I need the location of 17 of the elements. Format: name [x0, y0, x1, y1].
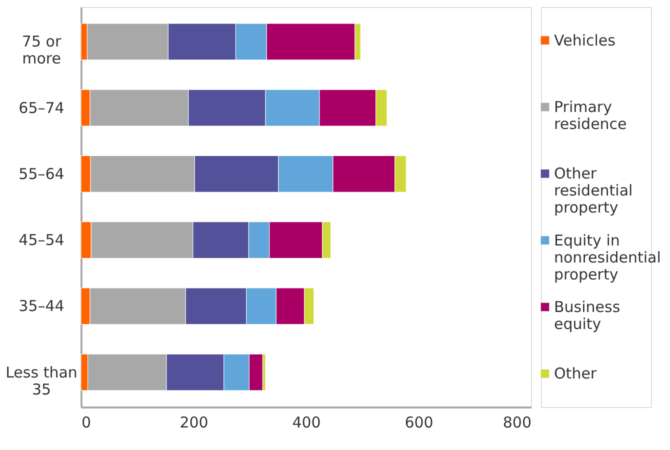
y-tick-label: 75 or more	[22, 32, 62, 68]
x-tick-label: 600	[404, 414, 434, 432]
legend-label: Primary residence	[554, 98, 627, 133]
x-tick-label: 400	[292, 414, 321, 432]
x-tick-label: 200	[180, 414, 208, 432]
y-tick-label: 35–44	[18, 297, 64, 316]
legend-label: Equity in nonresidential property	[554, 231, 661, 284]
y-tick-label: 55–64	[18, 164, 64, 183]
legend-label: Other residential property	[554, 164, 633, 217]
legend-label: Business equity	[554, 298, 620, 333]
x-tick-label: 800	[502, 414, 532, 432]
y-tick-label: 65–74	[18, 98, 64, 117]
legend-label: Other	[554, 364, 598, 383]
y-tick-label: 45–54	[18, 231, 64, 250]
legend-label: Vehicles	[554, 31, 616, 50]
y-tick-label: Less than 35	[6, 363, 78, 398]
x-tick-label: 0	[82, 414, 92, 432]
